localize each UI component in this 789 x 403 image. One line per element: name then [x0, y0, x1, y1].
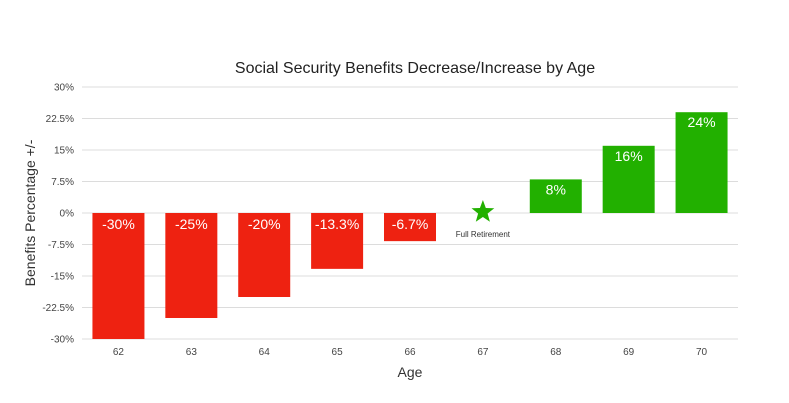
y-tick-label: -15% — [51, 272, 74, 283]
y-tick-label: 30% — [54, 83, 74, 94]
data-label: -6.7% — [392, 216, 429, 232]
data-label: 24% — [688, 114, 716, 130]
x-tick-label: 64 — [259, 347, 271, 358]
x-tick-label: 70 — [696, 347, 708, 358]
bar — [675, 112, 728, 213]
bar — [384, 213, 436, 242]
x-tick-label: 66 — [404, 347, 416, 358]
x-tick-label: 63 — [186, 347, 198, 358]
y-tick-label: 7.5% — [51, 177, 74, 188]
star-icon — [471, 200, 495, 222]
x-tick-label: 62 — [113, 347, 125, 358]
annotation-label: Full Retirement — [456, 230, 511, 239]
y-tick-label: -22.5% — [42, 303, 74, 314]
y-tick-label: 22.5% — [46, 114, 74, 125]
bar — [165, 213, 218, 318]
y-tick-label: 0% — [60, 209, 75, 220]
bar — [602, 145, 655, 213]
data-label: 16% — [615, 148, 643, 164]
x-axis-label: Age — [398, 364, 423, 380]
y-tick-label: -7.5% — [48, 240, 74, 251]
bar — [92, 213, 145, 339]
y-tick-label: -30% — [51, 335, 74, 346]
bar — [238, 213, 291, 297]
x-tick-label: 68 — [550, 347, 562, 358]
data-label: -13.3% — [315, 216, 359, 232]
data-label: -25% — [175, 216, 208, 232]
y-tick-label: 15% — [54, 146, 74, 157]
x-tick-label: 65 — [332, 347, 344, 358]
data-label: -20% — [248, 216, 281, 232]
x-tick-label: 69 — [623, 347, 635, 358]
x-tick-label: 67 — [477, 347, 489, 358]
bar — [311, 213, 364, 269]
y-axis-label: Benefits Percentage +/- — [22, 139, 38, 286]
data-label: -30% — [102, 216, 135, 232]
data-label: 8% — [546, 181, 566, 197]
bar — [529, 179, 582, 213]
chart-title: Social Security Benefits Decrease/Increa… — [235, 60, 595, 77]
